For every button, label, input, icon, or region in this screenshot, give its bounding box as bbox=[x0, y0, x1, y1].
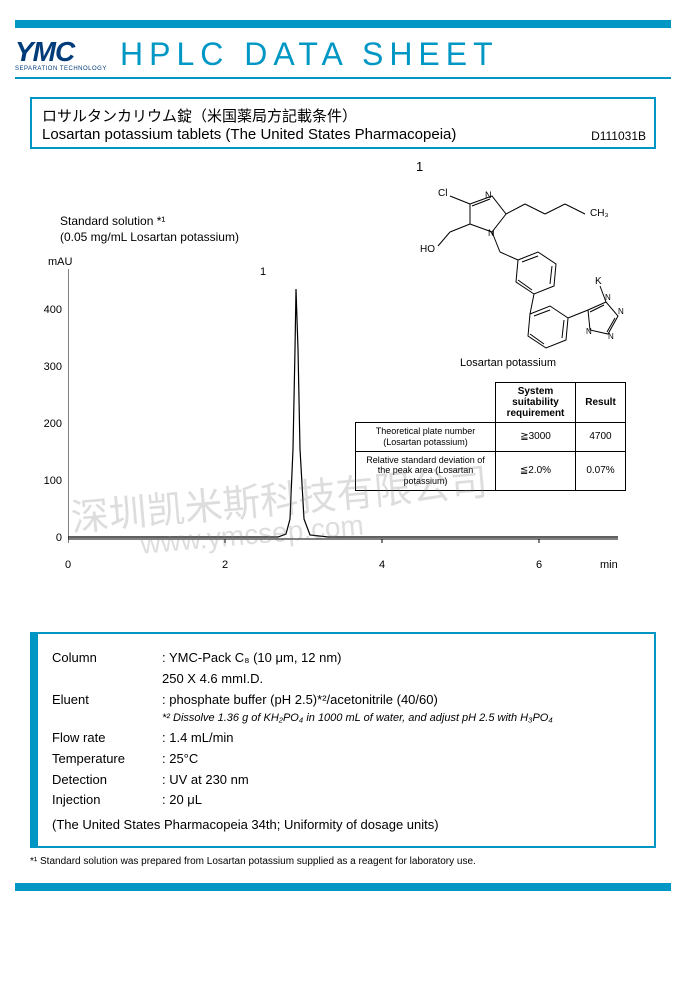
cond-temp-label: Temperature bbox=[52, 749, 162, 770]
ytick-100: 100 bbox=[32, 475, 62, 487]
logo-text: YMC bbox=[15, 38, 120, 66]
footnote: *¹ Standard solution was prepared from L… bbox=[30, 856, 656, 867]
atom-ho: HO bbox=[420, 244, 435, 255]
cond-temp-value: : 25°C bbox=[162, 749, 640, 770]
chromatogram-area: 1 Standard solution *¹ (0.05 mg/mL Losar… bbox=[30, 159, 656, 614]
table-header-requirement: System suitability requirement bbox=[496, 383, 576, 423]
atom-n5: N bbox=[608, 332, 614, 341]
cond-injection-label: Injection bbox=[52, 790, 162, 811]
page-title: HPLC DATA SHEET bbox=[120, 36, 499, 73]
row-label: Relative standard deviation of the peak … bbox=[356, 451, 496, 490]
structure-caption: Losartan potassium bbox=[460, 357, 556, 369]
cond-flow-label: Flow rate bbox=[52, 728, 162, 749]
cond-eluent-note: *² Dissolve 1.36 g of KH₂PO₄ in 1000 mL … bbox=[162, 710, 640, 728]
ytick-200: 200 bbox=[32, 418, 62, 430]
atom-n3: N bbox=[605, 293, 611, 302]
chemical-structure: Cl CH₃ HO N N K N N N N bbox=[400, 174, 630, 359]
cond-eluent-label: Eluent bbox=[52, 690, 162, 711]
cond-column-value: : YMC-Pack C₈ (10 μm, 12 nm) bbox=[162, 648, 640, 669]
xtick-4: 4 bbox=[372, 559, 392, 571]
suitability-table: System suitability requirement Result Th… bbox=[355, 382, 626, 491]
cond-column-label: Column bbox=[52, 648, 162, 669]
atom-cl: Cl bbox=[438, 188, 447, 199]
y-axis-unit: mAU bbox=[48, 256, 72, 268]
row-res: 4700 bbox=[576, 423, 626, 452]
cond-flow-value: : 1.4 mL/min bbox=[162, 728, 640, 749]
row-req: ≧3000 bbox=[496, 423, 576, 452]
top-rule bbox=[15, 20, 671, 28]
cond-detection-value: : UV at 230 nm bbox=[162, 770, 640, 791]
atom-n1: N bbox=[485, 190, 492, 200]
standard-solution-label: Standard solution *¹ bbox=[60, 214, 165, 228]
xtick-6: 6 bbox=[529, 559, 549, 571]
table-row: Theoretical plate number (Losartan potas… bbox=[356, 423, 626, 452]
logo: YMC SEPARATION TECHNOLOGY bbox=[15, 38, 120, 72]
atom-n4: N bbox=[618, 307, 624, 316]
conditions-box: Column: YMC-Pack C₈ (10 μm, 12 nm) 250 X… bbox=[30, 632, 656, 848]
document-title-box: ロサルタンカリウム錠（米国薬局方記載条件） Losartan potassium… bbox=[30, 97, 656, 149]
structure-peak-number: 1 bbox=[416, 159, 423, 174]
cond-eluent-value: : phosphate buffer (pH 2.5)*²/acetonitri… bbox=[162, 690, 640, 711]
document-id: D111031B bbox=[591, 129, 646, 143]
ytick-400: 400 bbox=[32, 304, 62, 316]
row-res: 0.07% bbox=[576, 451, 626, 490]
bottom-rule bbox=[15, 883, 671, 891]
row-req: ≦2.0% bbox=[496, 451, 576, 490]
header: YMC SEPARATION TECHNOLOGY HPLC DATA SHEE… bbox=[0, 28, 686, 73]
atom-n6: N bbox=[586, 327, 592, 336]
xtick-2: 2 bbox=[215, 559, 235, 571]
title-english: Losartan potassium tablets (The United S… bbox=[42, 126, 644, 143]
header-underline bbox=[15, 77, 671, 79]
atom-n2: N bbox=[488, 228, 495, 238]
atom-ch3: CH₃ bbox=[590, 208, 609, 219]
cond-column-dim: 250 X 4.6 mmI.D. bbox=[162, 669, 640, 690]
standard-solution-conc: (0.05 mg/mL Losartan potassium) bbox=[60, 230, 239, 244]
row-label: Theoretical plate number (Losartan potas… bbox=[356, 423, 496, 452]
ytick-300: 300 bbox=[32, 361, 62, 373]
cond-injection-value: : 20 μL bbox=[162, 790, 640, 811]
title-japanese: ロサルタンカリウム錠（米国薬局方記載条件） bbox=[42, 105, 644, 126]
atom-k: K bbox=[595, 276, 602, 287]
cond-detection-label: Detection bbox=[52, 770, 162, 791]
table-row: Relative standard deviation of the peak … bbox=[356, 451, 626, 490]
x-axis-unit: min bbox=[600, 559, 618, 571]
xtick-0: 0 bbox=[58, 559, 78, 571]
table-header-result: Result bbox=[576, 383, 626, 423]
ytick-0: 0 bbox=[32, 532, 62, 544]
cond-reference: (The United States Pharmacopeia 34th; Un… bbox=[52, 815, 640, 836]
logo-subtext: SEPARATION TECHNOLOGY bbox=[15, 66, 120, 72]
